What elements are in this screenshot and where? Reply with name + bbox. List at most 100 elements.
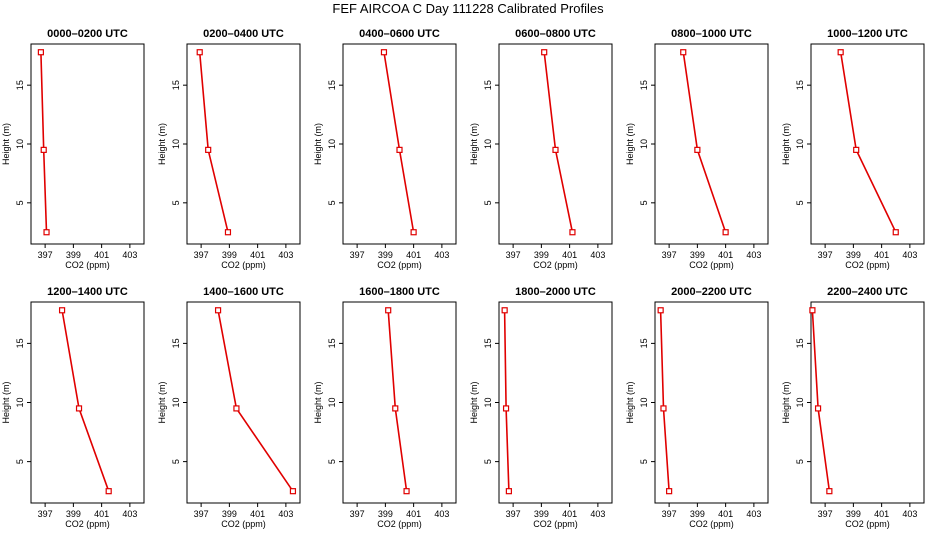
profile-point [224, 229, 232, 236]
x-tick-label: 397 [818, 509, 833, 519]
panel-11: 2000–2200 UTC 397 399 401 403 5 10 15 CO2 (ppm) H… [625, 286, 769, 529]
x-tick-label: 401 [562, 509, 577, 519]
figure-title: FEF AIRCOA C Day 111228 Calibrated Profi… [332, 1, 604, 16]
x-tick-label: 403 [590, 509, 605, 519]
x-tick-label: 403 [278, 250, 293, 260]
x-axis-label: CO2 (ppm) [689, 260, 734, 270]
profile-point [40, 146, 47, 153]
plot-frame [810, 43, 925, 245]
x-tick-label: 397 [350, 509, 365, 519]
panel-4: 0600–0800 UTC 397 399 401 403 5 10 15 CO2 (ppm) H… [469, 28, 613, 270]
y-tick-label: 15 [795, 80, 805, 90]
y-tick-label: 5 [795, 200, 805, 205]
x-tick-label: 397 [506, 250, 521, 260]
x-tick-label: 401 [874, 509, 889, 519]
plot-frame [810, 301, 925, 504]
profile-point [205, 146, 212, 153]
x-tick-label: 399 [222, 509, 237, 519]
plot-frame [342, 43, 457, 245]
panel-title: 0400–0600 UTC [359, 28, 440, 40]
x-axis-label: CO2 (ppm) [377, 519, 422, 529]
y-tick-label: 15 [483, 80, 493, 90]
y-tick-label: 5 [483, 459, 493, 464]
y-tick-label: 5 [639, 459, 649, 464]
panel-3: 0400–0600 UTC 397 399 401 403 5 10 15 CO2 (ppm) H… [313, 28, 457, 270]
profile-point [233, 405, 240, 412]
x-tick-label: 401 [718, 509, 733, 519]
panel-8: 1400–1600 UTC 397 399 401 403 5 10 15 CO2 (ppm) H… [157, 286, 301, 529]
y-tick-label: 10 [171, 397, 181, 407]
profile-line [682, 52, 727, 233]
profile-point [837, 49, 844, 56]
panel-1: 0000–0200 UTC 397 399 401 403 5 10 15 CO2 (ppm) H… [1, 28, 145, 270]
y-tick-label: 5 [639, 200, 649, 205]
panel-12: 2200–2400 UTC 397 399 401 403 5 10 15 CO2 (ppm) H… [781, 286, 925, 529]
y-tick-label: 10 [15, 397, 25, 407]
x-tick-label: 397 [662, 509, 677, 519]
x-tick-label: 401 [874, 250, 889, 260]
x-tick-label: 397 [194, 509, 209, 519]
panel-title: 1600–1800 UTC [359, 286, 440, 298]
x-tick-label: 403 [590, 250, 605, 260]
y-axis-label: Height (m) [781, 381, 791, 423]
plot-frame [186, 43, 301, 245]
x-tick-label: 403 [122, 509, 137, 519]
y-tick-label: 10 [171, 139, 181, 149]
y-axis-label: Height (m) [625, 123, 635, 165]
y-tick-label: 15 [327, 338, 337, 348]
profile-point [541, 49, 548, 56]
y-tick-label: 15 [327, 80, 337, 90]
profile-point [552, 146, 559, 153]
x-tick-label: 397 [350, 250, 365, 260]
profile-point [392, 405, 399, 412]
profile-point [501, 307, 508, 314]
y-axis-label: Height (m) [1, 381, 11, 423]
panel-title: 1000–1200 UTC [827, 28, 908, 40]
profile-point [569, 229, 576, 236]
panel-title: 1200–1400 UTC [47, 286, 128, 298]
profile-point [660, 405, 667, 412]
panel-title: 1800–2000 UTC [515, 286, 596, 298]
x-tick-label: 401 [406, 250, 421, 260]
x-axis-label: CO2 (ppm) [845, 260, 890, 270]
y-tick-label: 15 [15, 80, 25, 90]
plot-frame [30, 301, 145, 504]
profile-point [385, 307, 392, 314]
x-axis-label: CO2 (ppm) [65, 260, 110, 270]
y-axis-label: Height (m) [157, 381, 167, 423]
x-tick-label: 399 [66, 509, 81, 519]
x-tick-label: 399 [222, 250, 237, 260]
profile-line [61, 310, 110, 492]
profile-point [196, 49, 203, 56]
x-tick-label: 397 [38, 509, 53, 519]
x-tick-label: 403 [122, 250, 137, 260]
panel-7: 1200–1400 UTC 397 399 401 403 5 10 15 CO2 (ppm) H… [1, 286, 145, 529]
y-tick-label: 10 [639, 139, 649, 149]
x-axis-label: CO2 (ppm) [221, 260, 266, 270]
x-tick-label: 397 [662, 250, 677, 260]
y-tick-label: 10 [795, 139, 805, 149]
y-tick-label: 15 [795, 338, 805, 348]
y-tick-label: 10 [483, 397, 493, 407]
profile-line [659, 310, 670, 492]
x-tick-label: 399 [846, 509, 861, 519]
x-tick-label: 399 [534, 250, 549, 260]
profile-point [410, 229, 417, 236]
y-axis-label: Height (m) [313, 381, 323, 423]
y-axis-label: Height (m) [469, 123, 479, 165]
profile-point [396, 146, 403, 153]
x-tick-label: 401 [562, 250, 577, 260]
x-tick-label: 399 [66, 250, 81, 260]
profile-line [217, 310, 294, 492]
y-tick-label: 5 [327, 459, 337, 464]
profile-point [657, 307, 664, 314]
x-tick-label: 401 [94, 250, 109, 260]
plot-frame [498, 301, 613, 504]
plot-frame [654, 301, 769, 504]
panel-title: 1400–1600 UTC [203, 286, 284, 298]
y-tick-label: 5 [795, 459, 805, 464]
plot-frame [30, 43, 145, 245]
profile-point [58, 307, 66, 314]
y-tick-label: 10 [15, 139, 25, 149]
y-axis-label: Height (m) [313, 123, 323, 165]
